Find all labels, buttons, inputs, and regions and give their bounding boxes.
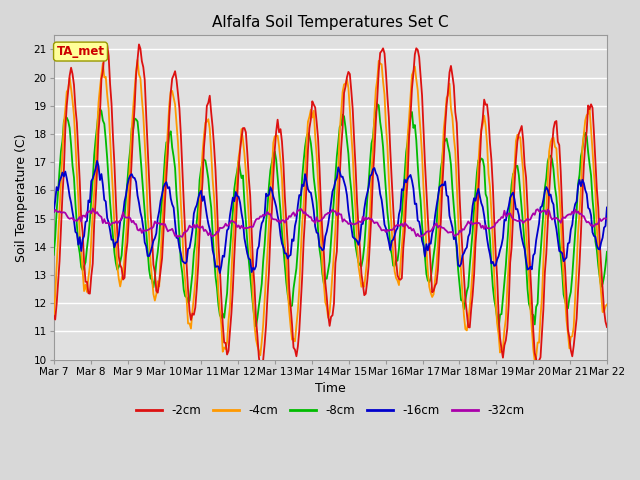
Y-axis label: Soil Temperature (C): Soil Temperature (C)	[15, 133, 28, 262]
Title: Alfalfa Soil Temperatures Set C: Alfalfa Soil Temperatures Set C	[212, 15, 449, 30]
X-axis label: Time: Time	[315, 382, 346, 395]
Text: TA_met: TA_met	[56, 45, 104, 58]
Legend: -2cm, -4cm, -8cm, -16cm, -32cm: -2cm, -4cm, -8cm, -16cm, -32cm	[132, 399, 529, 422]
